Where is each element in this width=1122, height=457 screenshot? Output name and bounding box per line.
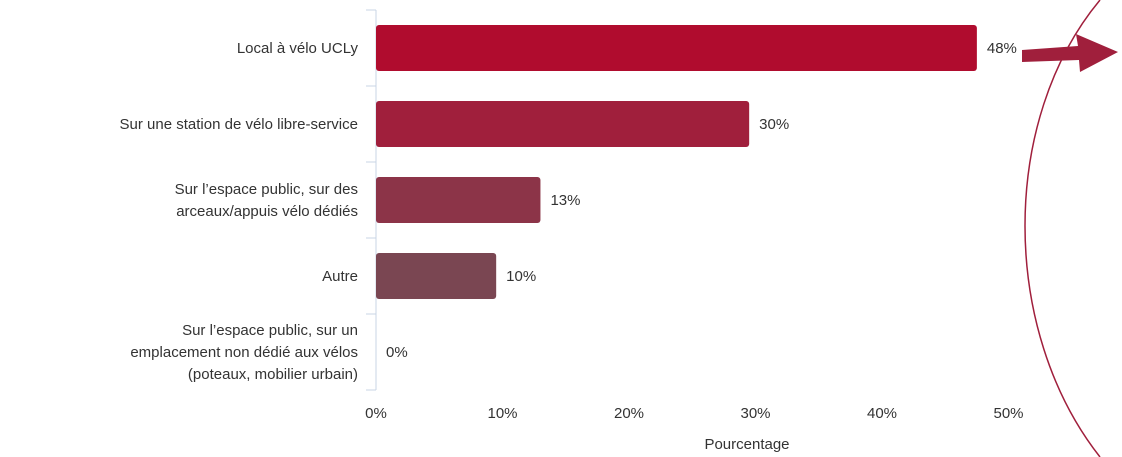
bar — [376, 177, 541, 223]
arrow-right-icon — [1022, 34, 1118, 72]
bar — [376, 25, 977, 71]
labels-layer: Local à vélo UCLy 48% Sur une station de v… — [120, 40, 1017, 383]
category-label: Local à vélo UCLy — [237, 40, 359, 57]
data-label: 0% — [386, 344, 408, 361]
x-axis-title: Pourcentage — [704, 436, 789, 453]
category-label: arceaux/appuis vélo dédiés — [176, 203, 358, 220]
decoration-layer — [1022, 0, 1118, 457]
data-label: 48% — [987, 40, 1017, 57]
category-label: Sur l’espace public, sur un — [182, 322, 358, 339]
x-tick-label: 40% — [867, 405, 897, 422]
x-tick-label: 10% — [487, 405, 517, 422]
category-label: emplacement non dédié aux vélos — [130, 344, 358, 361]
bars-layer — [376, 25, 977, 299]
x-tick-label: 30% — [740, 405, 770, 422]
bar — [376, 253, 497, 299]
category-label: Autre — [322, 268, 358, 285]
decorative-arc — [1024, 0, 1101, 457]
x-tick-label: 20% — [614, 405, 644, 422]
bar — [376, 101, 750, 147]
x-tick-label: 0% — [365, 405, 387, 422]
category-label: (poteaux, mobilier urbain) — [188, 366, 358, 383]
data-label: 13% — [550, 192, 580, 209]
data-label: 10% — [506, 268, 536, 285]
axis-layer — [366, 9, 377, 391]
data-label: 30% — [759, 116, 789, 133]
category-label: Sur une station de vélo libre-service — [120, 116, 358, 133]
category-label: Sur l’espace public, sur des — [175, 181, 358, 198]
x-ticks-layer: 0% 10% 20% 30% 40% 50% — [365, 405, 1023, 422]
x-tick-label: 50% — [993, 405, 1023, 422]
